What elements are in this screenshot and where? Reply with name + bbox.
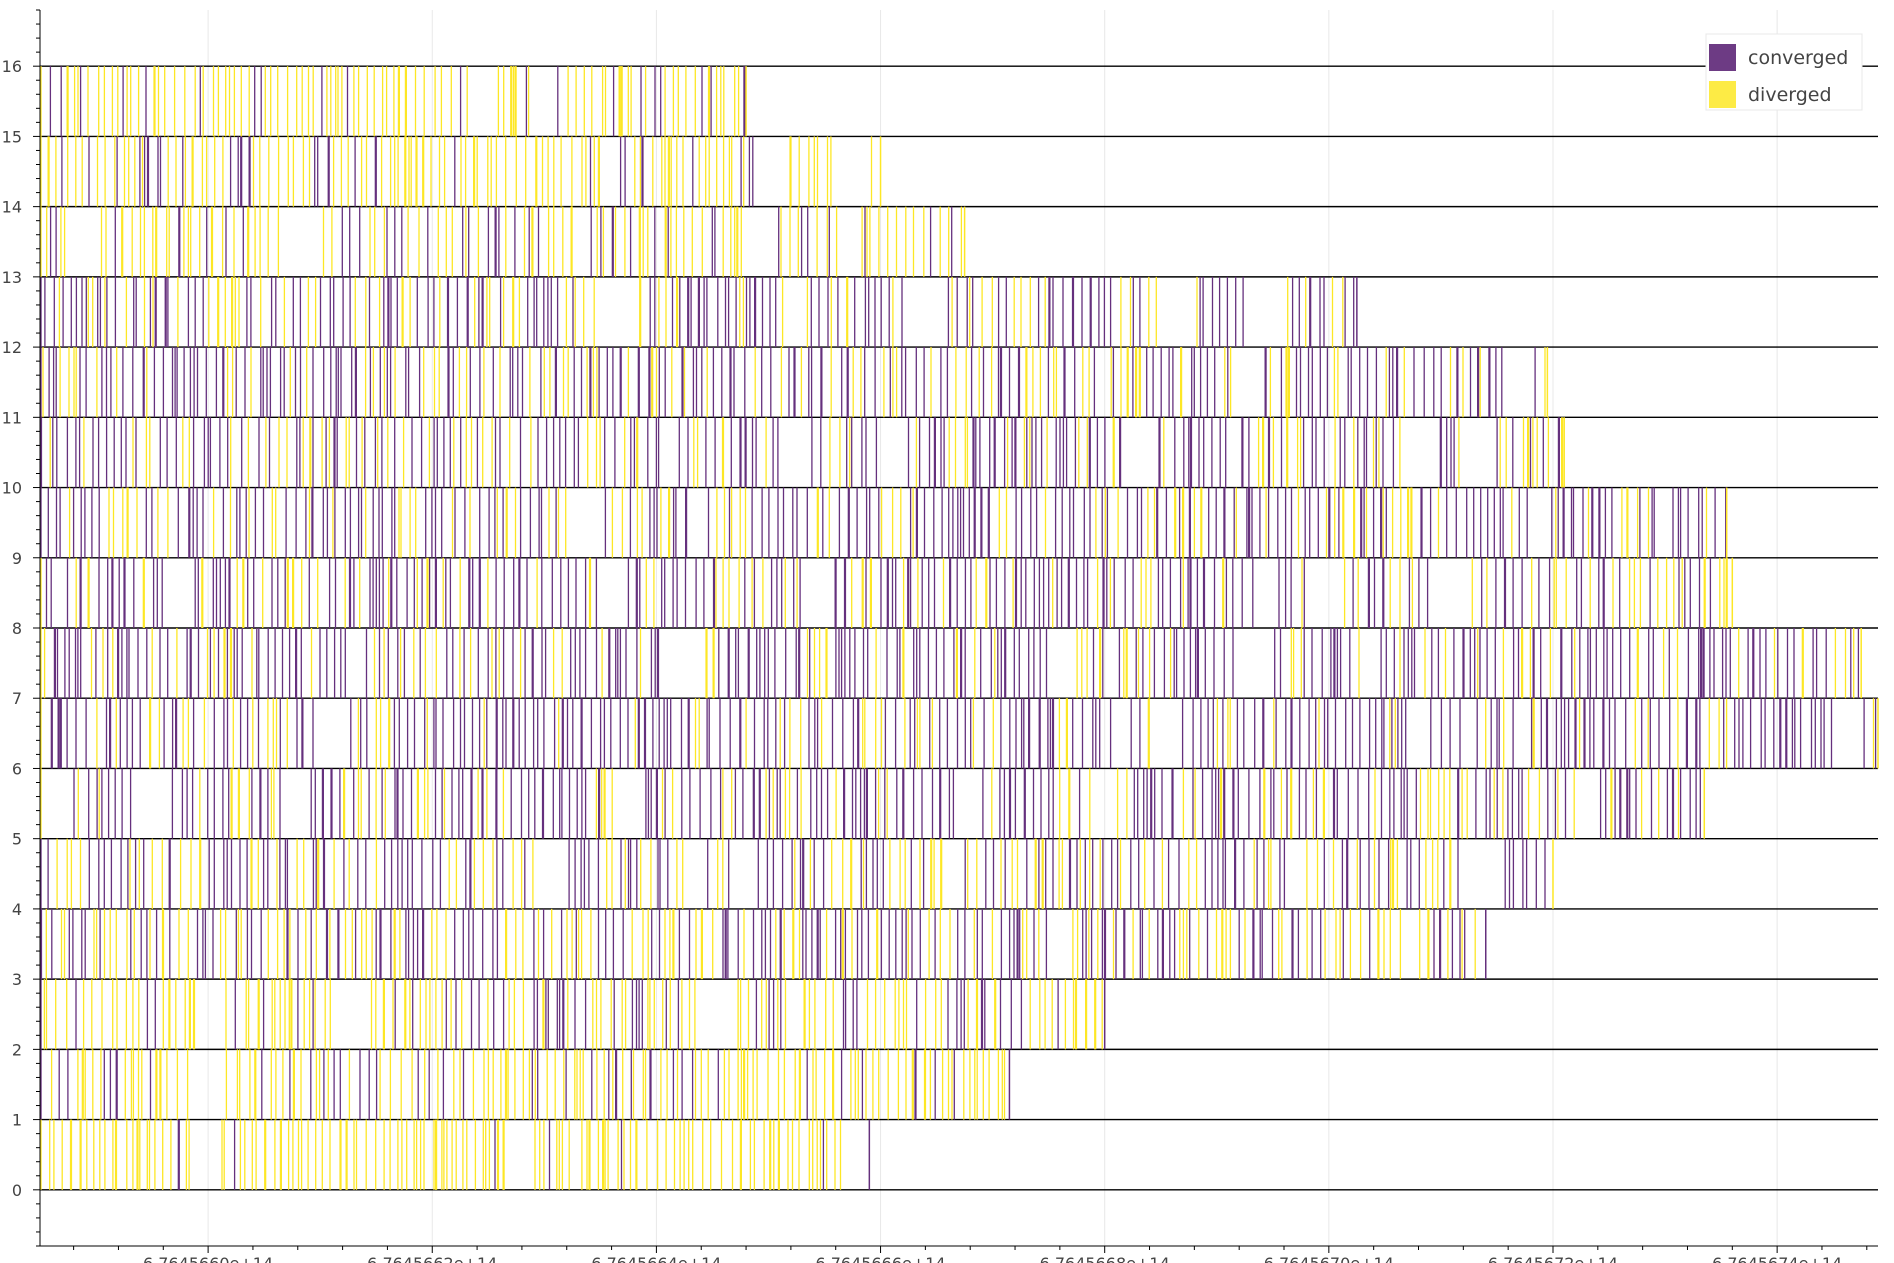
lane-8-marks: [40, 557, 1734, 628]
lane-10-marks: [39, 417, 1565, 488]
axes: 0123456789101112131415166.7645660e+146.7…: [2, 9, 1878, 1263]
lane-15-marks: [40, 66, 747, 137]
x-tick-label: 6.7645666e+14: [815, 1254, 945, 1263]
legend-swatch-diverged: [1709, 81, 1736, 108]
lane-0-marks: [40, 1119, 871, 1190]
y-tick-label: 14: [2, 198, 22, 217]
y-tick-label: 0: [12, 1181, 22, 1200]
y-tick-label: 16: [2, 57, 22, 76]
legend-label-converged: converged: [1748, 47, 1848, 69]
x-tick-label: 6.7645672e+14: [1488, 1254, 1618, 1263]
lane-5-marks: [40, 768, 1706, 839]
legend-label-diverged: diverged: [1748, 84, 1832, 106]
y-tick-label: 9: [12, 549, 22, 568]
legend: converged diverged: [1705, 33, 1863, 111]
y-tick-label: 8: [12, 619, 22, 638]
y-tick-label: 13: [2, 268, 22, 287]
y-tick-label: 7: [12, 689, 22, 708]
y-tick-label: 2: [12, 1040, 22, 1059]
x-tick-label: 6.7645668e+14: [1040, 1254, 1170, 1263]
y-tick-label: 15: [2, 127, 22, 146]
y-tick-label: 5: [12, 830, 22, 849]
x-tick-label: 6.7645670e+14: [1264, 1254, 1394, 1263]
lane-4-marks: [40, 838, 1554, 909]
legend-swatch-converged: [1709, 44, 1736, 71]
x-tick-label: 6.7645674e+14: [1712, 1254, 1842, 1263]
x-tick-label: 6.7645660e+14: [143, 1254, 273, 1263]
lane-12-marks: [40, 276, 1358, 348]
y-tick-label: 3: [12, 970, 22, 989]
lane-14-marks: [40, 136, 882, 207]
lane-6-marks: [40, 698, 1879, 769]
y-tick-label: 12: [2, 338, 22, 357]
x-tick-label: 6.7645662e+14: [367, 1254, 497, 1263]
lane-3-marks: [39, 908, 1487, 980]
plot-marks: [39, 66, 1879, 1190]
x-tick-label: 6.7645664e+14: [591, 1254, 721, 1263]
y-tick-label: 6: [12, 759, 22, 778]
y-tick-label: 10: [2, 479, 22, 498]
y-tick-label: 1: [12, 1111, 22, 1130]
lane-7-marks: [40, 628, 1862, 699]
y-tick-label: 11: [2, 408, 22, 427]
lane-9-marks: [40, 487, 1728, 558]
y-tick-label: 4: [12, 900, 22, 919]
lane-1-marks: [40, 1049, 1011, 1120]
lane-13-marks: [40, 206, 966, 277]
lane-11-marks: [40, 347, 1549, 418]
lane-2-marks: [40, 979, 1106, 1050]
